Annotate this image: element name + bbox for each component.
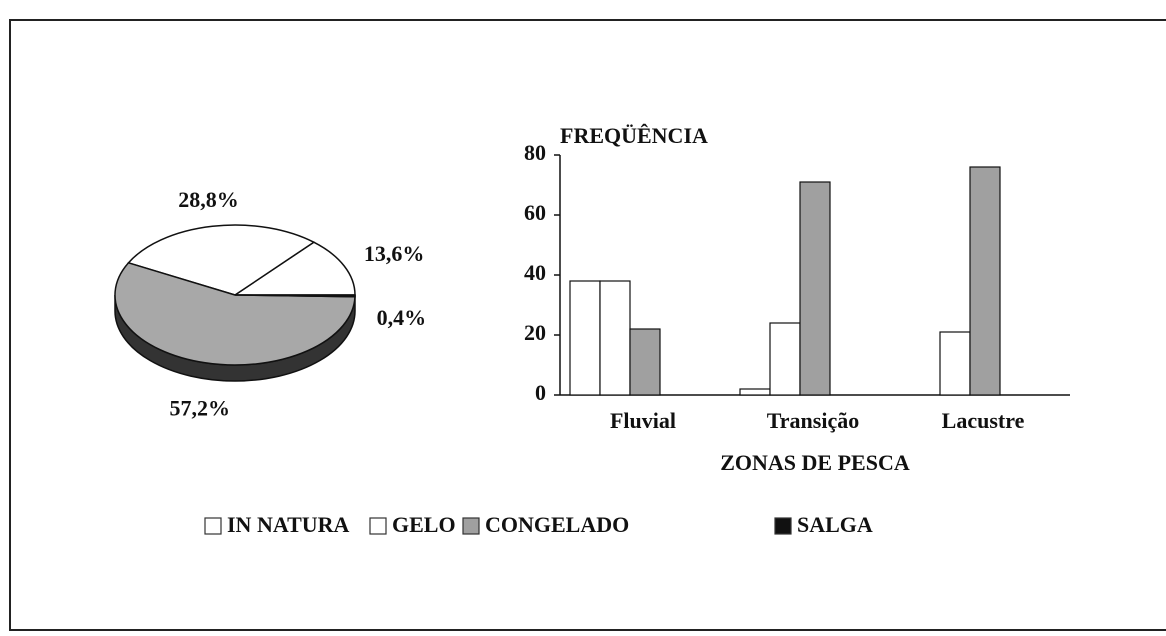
x-tick-label: Fluvial bbox=[610, 408, 676, 433]
legend-label: CONGELADO bbox=[485, 512, 629, 537]
y-tick-label: 0 bbox=[535, 380, 546, 405]
legend-swatch bbox=[774, 517, 792, 535]
x-tick-label: Transição bbox=[767, 408, 859, 433]
bar bbox=[799, 181, 831, 396]
bar bbox=[599, 280, 631, 396]
bar bbox=[739, 388, 771, 396]
y-tick-label: 40 bbox=[524, 260, 546, 285]
pie-slice bbox=[127, 224, 316, 296]
legend-swatch bbox=[204, 517, 222, 535]
pie-label: 57,2% bbox=[170, 396, 231, 421]
bar bbox=[939, 331, 971, 396]
legend-label: GELO bbox=[392, 512, 456, 537]
pie-slice bbox=[234, 294, 356, 298]
pie-slice bbox=[114, 261, 356, 366]
legend-swatch bbox=[462, 517, 480, 535]
legend-label: SALGA bbox=[797, 512, 873, 537]
bar bbox=[969, 166, 1001, 396]
y-tick-label: 60 bbox=[524, 200, 546, 225]
y-axis-label: FREQÜÊNCIA bbox=[560, 123, 708, 148]
x-tick-label: Lacustre bbox=[942, 408, 1025, 433]
legend-label: IN NATURA bbox=[227, 512, 350, 537]
bar bbox=[629, 328, 661, 396]
pie-label: 0,4% bbox=[377, 305, 427, 330]
y-tick-label: 20 bbox=[524, 320, 546, 345]
pie-label: 28,8% bbox=[178, 187, 239, 212]
pie-slice bbox=[232, 241, 356, 296]
bar bbox=[569, 280, 601, 396]
y-tick-label: 80 bbox=[524, 140, 546, 165]
bar bbox=[769, 322, 801, 396]
x-axis-label: ZONAS DE PESCA bbox=[720, 450, 910, 475]
frame bbox=[9, 19, 1166, 631]
legend-swatch bbox=[369, 517, 387, 535]
pie-label: 13,6% bbox=[364, 241, 425, 266]
